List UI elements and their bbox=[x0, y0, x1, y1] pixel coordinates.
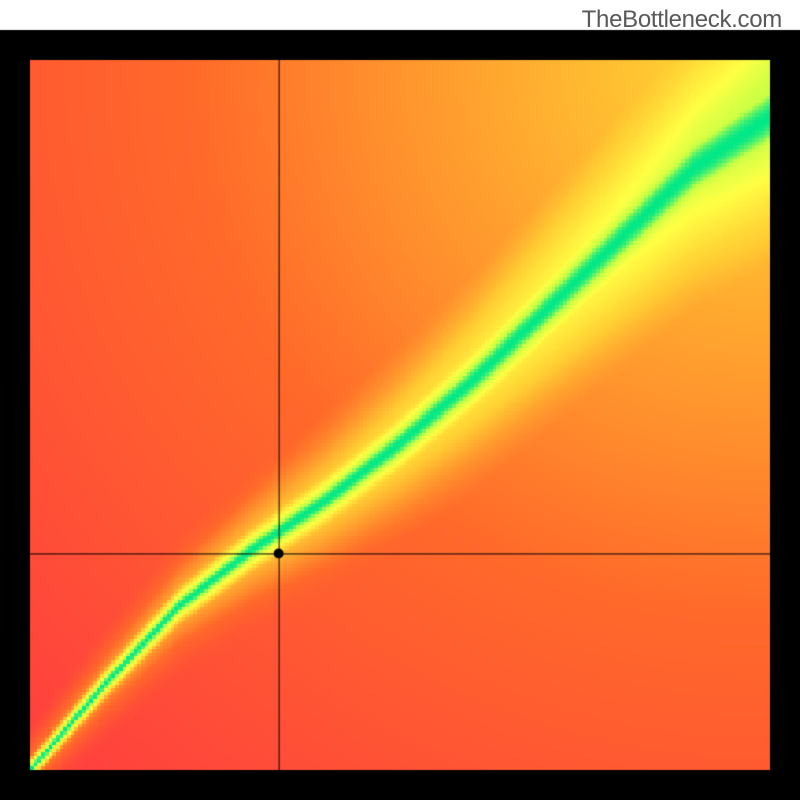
watermark-label: TheBottleneck.com bbox=[582, 6, 782, 34]
chart-container: TheBottleneck.com bbox=[0, 0, 800, 800]
heatmap-canvas bbox=[0, 0, 800, 800]
